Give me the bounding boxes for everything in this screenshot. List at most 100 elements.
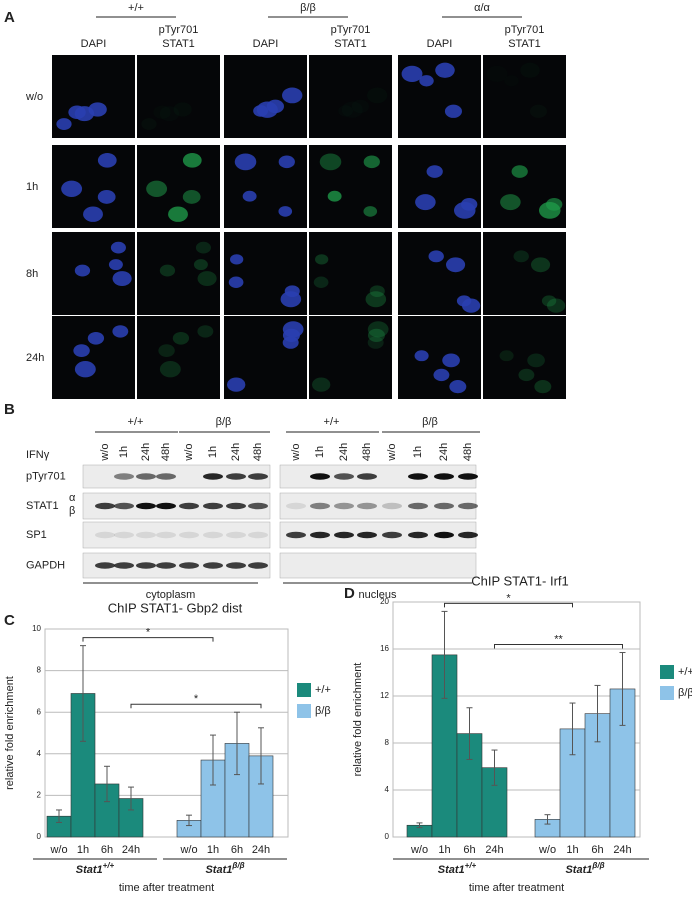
error-bar <box>466 707 473 760</box>
nucleus <box>414 350 429 362</box>
genotype-header: +/+ <box>128 2 144 14</box>
chart-title: ChIP STAT1- Irf1 <box>471 573 569 588</box>
error-bar <box>186 814 192 827</box>
nucleus <box>253 105 269 117</box>
x-tick-label: 1h <box>207 844 219 856</box>
isoform-label: α <box>69 492 76 504</box>
group-sup: +/+ <box>465 861 477 870</box>
band <box>136 502 156 510</box>
blot-label: pTyr701 <box>26 470 66 482</box>
nucleus <box>401 65 423 82</box>
band <box>357 473 377 480</box>
band <box>458 531 478 539</box>
band <box>136 562 156 569</box>
nucleus <box>97 153 117 168</box>
band <box>434 473 454 480</box>
stat1-signal <box>193 259 208 271</box>
micrograph <box>137 55 220 138</box>
stat1-signal <box>499 350 514 362</box>
band <box>248 562 268 569</box>
micrograph <box>137 316 220 399</box>
nucleus <box>87 331 105 345</box>
lane-label: w/o <box>386 443 398 461</box>
row-label: 8h <box>26 268 38 280</box>
micrograph <box>137 232 220 315</box>
stat1-signal <box>527 353 545 368</box>
lane-label: 1h <box>412 446 424 458</box>
band <box>310 502 330 510</box>
lane-label: 24h <box>140 443 152 461</box>
stat1-signal <box>545 198 563 211</box>
nucleus <box>460 198 478 211</box>
stat1-signal <box>315 254 329 265</box>
nucleus <box>284 285 300 298</box>
band <box>226 473 246 480</box>
stat1-signal <box>319 153 342 171</box>
nucleus <box>419 75 434 87</box>
stat1-signal <box>369 285 385 298</box>
error-bar <box>619 652 626 726</box>
band <box>136 473 156 480</box>
band <box>179 562 199 569</box>
band <box>310 531 330 539</box>
band <box>408 473 428 480</box>
stat1-signal <box>511 165 528 178</box>
blot-label: SP1 <box>26 529 47 541</box>
chart-title: ChIP STAT1- Gbp2 dist <box>108 600 243 615</box>
band <box>179 502 199 510</box>
legend-swatch <box>297 704 311 718</box>
x-tick-label: 6h <box>591 844 603 856</box>
band <box>458 473 478 480</box>
y-tick-label: 0 <box>385 832 390 841</box>
lane-label: 48h <box>160 443 172 461</box>
stat1-signal <box>195 241 211 254</box>
panel-label: D <box>344 585 355 602</box>
group-label: Stat1+/+ <box>438 861 477 876</box>
error-bar <box>234 711 240 776</box>
nucleus <box>282 87 303 104</box>
lane-label: 1h <box>118 446 130 458</box>
x-tick-label: w/o <box>410 844 428 856</box>
band <box>434 502 454 510</box>
error-bar <box>210 734 216 786</box>
error-bar <box>569 702 576 756</box>
band <box>357 531 377 539</box>
lane-label: w/o <box>183 443 195 461</box>
band <box>136 531 156 539</box>
blot-strip <box>82 521 271 549</box>
nucleus <box>428 250 444 263</box>
x-tick-label: 1h <box>566 844 578 856</box>
lane-label: 48h <box>252 443 264 461</box>
nucleus <box>112 325 129 338</box>
row-label: 24h <box>26 352 44 364</box>
error-bar <box>56 809 62 823</box>
nucleus <box>74 361 96 378</box>
nucleus <box>74 264 91 277</box>
group-label: Stat1+/+ <box>76 861 115 876</box>
legend-swatch <box>297 683 311 697</box>
blot-strip <box>82 464 271 489</box>
group-header: β/β <box>216 416 232 428</box>
y-tick-label: 8 <box>385 738 390 747</box>
column-label: pTyr701 <box>505 24 545 36</box>
significance-bracket <box>130 703 262 709</box>
stat1-signal <box>159 361 181 378</box>
group-sup: β/β <box>231 861 244 870</box>
band <box>95 531 115 539</box>
band <box>114 473 134 480</box>
error-bar <box>441 610 448 699</box>
nucleus <box>61 180 83 197</box>
significance-bracket <box>444 602 573 608</box>
micrograph <box>483 316 566 399</box>
x-tick-label: 24h <box>485 844 503 856</box>
band <box>203 473 223 480</box>
stat1-signal <box>500 194 521 211</box>
band <box>357 502 377 510</box>
x-tick-label: 6h <box>231 844 243 856</box>
band <box>248 473 268 480</box>
micrograph <box>483 232 566 315</box>
nucleus <box>83 206 103 222</box>
isoform-label: β <box>69 505 75 517</box>
nucleus <box>456 295 472 307</box>
band <box>334 531 354 539</box>
